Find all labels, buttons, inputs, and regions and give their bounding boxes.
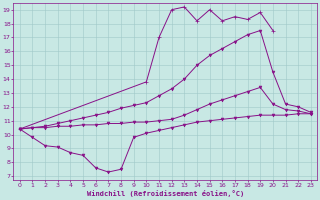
X-axis label: Windchill (Refroidissement éolien,°C): Windchill (Refroidissement éolien,°C) <box>87 190 244 197</box>
